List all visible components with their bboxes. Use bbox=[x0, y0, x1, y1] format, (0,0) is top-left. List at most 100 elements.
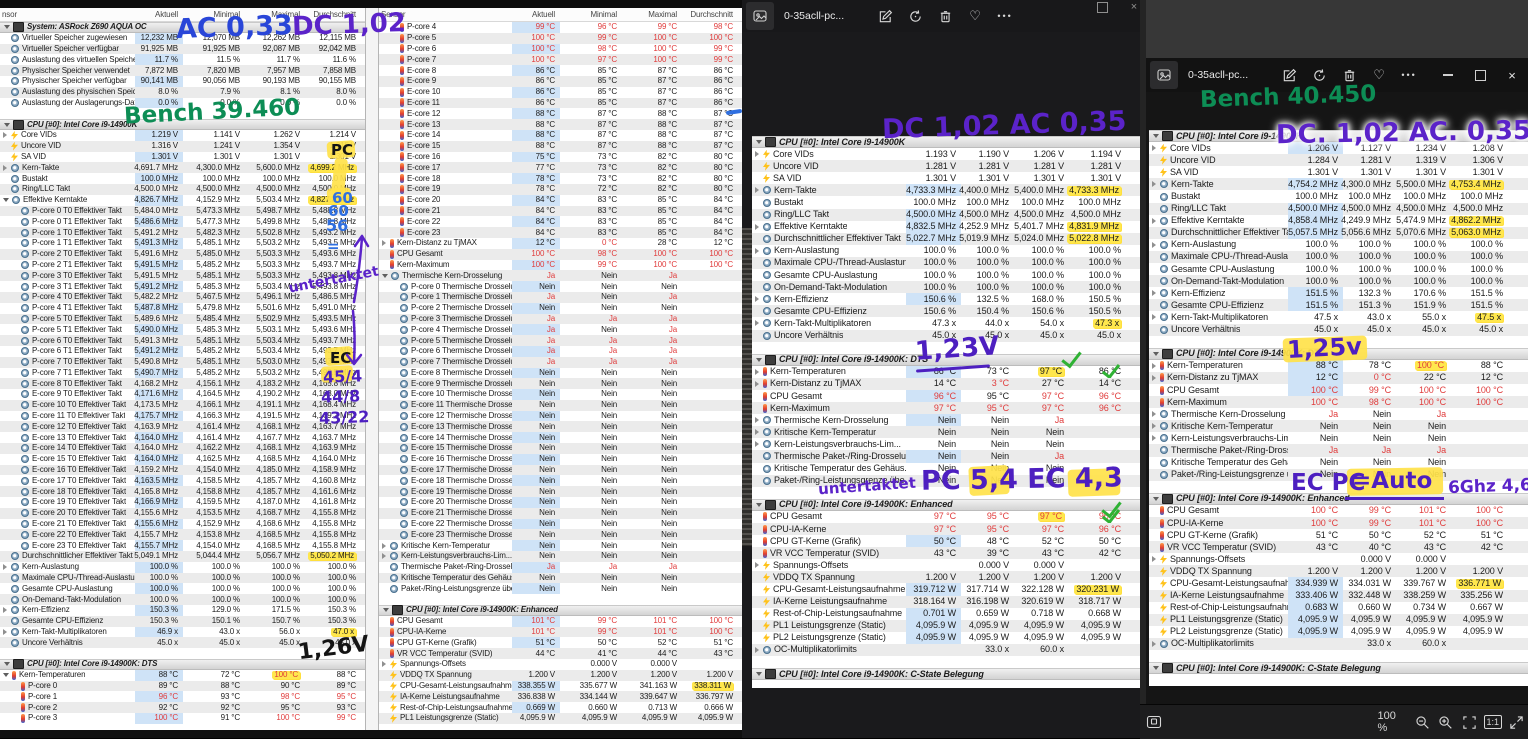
sensor-row[interactable]: CPU-Gesamt-Leistungsaufnahme334.939 W334… bbox=[1149, 577, 1528, 590]
close-icon[interactable]: × bbox=[1508, 67, 1516, 83]
sensor-row[interactable]: Gesamte CPU-Effizienz 150.3 % 150.1 % 150.7… bbox=[0, 615, 365, 627]
screenshot-image-right[interactable]: CPU [#0]: Intel Core i9-14900K Core VIDs 1… bbox=[1149, 130, 1528, 686]
sensor-row[interactable]: E-core 21 T0 Effektiver Takt 4,155.6 MHz 4… bbox=[0, 518, 365, 530]
sensor-row[interactable]: CPU-Gesamt-Leistungsaufnahme 338.355 W 335… bbox=[379, 680, 742, 692]
sensor-row[interactable]: P-core 6 T0 Effektiver Takt 5,491.3 MHz 5,… bbox=[0, 335, 365, 346]
sensor-row[interactable]: Effektive Kerntakte 4,826.7 MHz 4,152.9 MH… bbox=[0, 194, 365, 206]
sensor-row[interactable]: P-core 5 T0 Effektiver Takt 5,489.6 MHz 5,… bbox=[0, 313, 365, 325]
sensor-row[interactable]: Kern-Leistungsverbrauchs-Lim... Nein Nein N… bbox=[752, 438, 1146, 450]
section-header-row[interactable]: System: ASRock Z690 AQUA OC bbox=[0, 22, 365, 33]
sensor-row[interactable]: Kern-Auslastung 100.0 % 100.0 % 100.0 % 100.… bbox=[752, 245, 1146, 257]
sensor-row[interactable]: On-Demand-Takt-Modulation 100.0 % 100.0 % 1… bbox=[1149, 275, 1528, 288]
sensor-row[interactable]: Kern-Temperaturen 88 °C 72 °C 100 °C 88 °C bbox=[0, 669, 365, 681]
sensor-row[interactable]: VDDQ TX Spannung 1.200 V 1.200 V 1.200 V 1.2… bbox=[1149, 565, 1528, 578]
sensor-row[interactable]: E-core 15 Thermische Drossel... Nein Nein N… bbox=[379, 443, 742, 454]
sensor-row[interactable]: E-core 13 Thermische Drossel... Nein Nein N… bbox=[379, 421, 742, 433]
sensor-row[interactable]: E-core 19 T0 Effektiver Takt 4,166.9 MHz 4… bbox=[0, 497, 365, 508]
filmstrip-icon[interactable] bbox=[1142, 710, 1165, 734]
sensor-row[interactable]: P-core 6 Thermische DrosselungJaJaJa bbox=[379, 345, 742, 357]
sensor-row[interactable]: E-core 13 88 °C 87 °C 88 °C 87 °C bbox=[379, 119, 742, 130]
sensor-row[interactable]: Bustakt 100.0 MHz 100.0 MHz 100.0 MHz 100.0 … bbox=[752, 196, 1146, 208]
sensor-row[interactable]: Spannungs-Offsets 0.000 V 0.000 V bbox=[379, 659, 742, 670]
sensor-row[interactable]: PL2 Leistungsgrenze (Static) 4,095.9 W 4,0… bbox=[752, 631, 1146, 644]
sensor-row[interactable]: Ring/LLC Takt 4,500.0 MHz 4,500.0 MHz 4,500… bbox=[752, 208, 1146, 221]
rotate-icon[interactable] bbox=[1304, 64, 1334, 86]
sensor-row[interactable]: Physischer Speicher verwendet 7,872 MB 7,8… bbox=[0, 65, 365, 76]
more-options-icon[interactable]: ••• bbox=[1401, 70, 1417, 80]
sensor-row[interactable]: P-core 6 T1 Effektiver Takt 5,491.2 MHz 5,… bbox=[0, 345, 365, 357]
sensor-row[interactable]: E-core 17 77 °C 73 °C 82 °C 80 °C bbox=[379, 162, 742, 174]
fit-to-window-icon[interactable] bbox=[1458, 710, 1481, 734]
edit-image-icon[interactable] bbox=[870, 5, 900, 27]
sensor-row[interactable]: CPU-IA-Kerne 101 °C 99 °C 101 °C 100 °C bbox=[379, 626, 742, 638]
sensor-pane-right[interactable]: Sensor Aktuell Minimal Maximal Durchschnitt P… bbox=[379, 8, 742, 730]
sensor-row[interactable]: Gesamte CPU-Effizienz 150.6 % 150.4 % 150.6… bbox=[752, 305, 1146, 318]
sensor-row[interactable]: Kritische Kern-Temperatur Nein Nein Nein bbox=[1149, 420, 1528, 433]
sensor-row[interactable]: Kern-Takt-Multiplikatoren 47.3 x 44.0 x 54.… bbox=[752, 317, 1146, 329]
sensor-row[interactable]: Kern-Effizienz 150.6 % 132.5 % 168.0 % 150.5… bbox=[752, 293, 1146, 306]
sensor-row[interactable]: E-core 21 Thermische Drossel... Nein Nein N… bbox=[379, 507, 742, 519]
screenshot-image-mid[interactable]: CPU [#0]: Intel Core i9-14900K Core VIDs 1… bbox=[752, 136, 1146, 688]
sensor-row[interactable]: CPU Gesamt 100 °C 98 °C 100 °C 100 °C bbox=[379, 248, 742, 260]
sensor-row[interactable]: Rest-of-Chip-Leistungsaufnahme 0.669 W 0.6… bbox=[379, 702, 742, 713]
sensor-row[interactable]: Kern-Maximum 97 °C 95 °C 97 °C 96 °C bbox=[752, 402, 1146, 415]
sensor-row[interactable]: Kern-Takt-Multiplikatoren 47.5 x 43.0 x 55.… bbox=[1149, 311, 1528, 323]
sensor-row[interactable]: Kern-Distanz zu TjMAX 12 °C 0 °C 28 °C 12 °C bbox=[379, 237, 742, 249]
sensor-row[interactable]: Thermische Kern-Drosselung Ja Nein Ja bbox=[379, 270, 742, 282]
favorite-heart-icon[interactable]: ♡ bbox=[1373, 67, 1385, 82]
sensor-row[interactable]: PL1 Leistungsgrenze (Static) 4,095.9 W 4,0… bbox=[752, 619, 1146, 632]
sensor-row[interactable]: E-core 11 86 °C 85 °C 87 °C 86 °C bbox=[379, 97, 742, 109]
sensor-row[interactable]: Bustakt 100.0 MHz 100.0 MHz 100.0 MHz 100.0 … bbox=[0, 173, 365, 184]
sensor-row[interactable]: Kritische Kern-Temperatur Nein Nein Nein bbox=[752, 426, 1146, 439]
favorite-heart-icon[interactable]: ♡ bbox=[969, 8, 981, 23]
sensor-row[interactable]: E-core 8 86 °C 85 °C 87 °C 86 °C bbox=[379, 65, 742, 76]
sensor-row[interactable]: Uncore VID 1.284 V 1.281 V 1.319 V 1.306 V bbox=[1149, 154, 1528, 167]
sensor-row[interactable]: Thermische Paket-/Ring-DrosselungJaJaJa bbox=[1149, 444, 1528, 457]
sensor-row[interactable]: Kern-Distanz zu TjMAX 12 °C 0 °C 22 °C 12 °C bbox=[1149, 371, 1528, 384]
sensor-row[interactable]: P-core 7 T1 Effektiver Takt 5,490.7 MHz 5,… bbox=[0, 367, 365, 379]
sensor-row[interactable]: Rest-of-Chip-Leistungsaufnahme 0.683 W 0.6… bbox=[1149, 601, 1528, 614]
sensor-row[interactable]: Thermische Paket-/Ring-Drosselung Nein Nei… bbox=[752, 450, 1146, 463]
sensor-row[interactable]: CPU Gesamt 101 °C 99 °C 101 °C 100 °C bbox=[379, 615, 742, 627]
sensor-row[interactable]: Ring/LLC Takt 4,500.0 MHz 4,500.0 MHz 4,500… bbox=[0, 183, 365, 195]
sensor-row[interactable]: Kritische Kern-Temperatur Nein Nein Nein bbox=[379, 540, 742, 552]
sensor-row[interactable]: Gesamte CPU-Auslastung 100.0 % 100.0 % 100.… bbox=[752, 269, 1146, 281]
sensor-row[interactable]: P-core 2 Thermische DrosselungNeinNeinNe… bbox=[379, 302, 742, 314]
sensor-row[interactable]: E-core 17 T0 Effektiver Takt 4,163.5 MHz 4… bbox=[0, 475, 365, 487]
sensor-row[interactable]: CPU-IA-Kerne 97 °C 95 °C 97 °C 96 °C bbox=[752, 523, 1146, 536]
sensor-row[interactable]: E-core 12 88 °C 87 °C 88 °C 87 °C bbox=[379, 108, 742, 120]
sensor-row[interactable]: Durchschnittlicher Effektiver Takt 5,049.… bbox=[0, 551, 365, 562]
sensor-row[interactable]: E-core 23 84 °C 83 °C 85 °C 84 °C bbox=[379, 227, 742, 238]
sensor-row[interactable]: Kern-Temperaturen 88 °C 78 °C 100 °C 88 °C bbox=[1149, 359, 1528, 372]
sensor-row[interactable]: VDDQ TX Spannung 1.200 V 1.200 V 1.200 V 1.2… bbox=[379, 669, 742, 681]
zoom-out-icon[interactable] bbox=[1411, 710, 1434, 734]
sensor-row[interactable]: Kritische Temperatur des Gehäus...NeinNe… bbox=[1149, 457, 1528, 469]
sensor-row[interactable]: VR VCC Temperatur (SVID) 43 °C 40 °C 43 °C 4… bbox=[1149, 541, 1528, 554]
sensor-row[interactable]: E-core 22 84 °C 83 °C 85 °C 84 °C bbox=[379, 216, 742, 228]
sensor-row[interactable]: E-core 18 Thermische Drossel... Nein Nein N… bbox=[379, 475, 742, 487]
sensor-row[interactable]: E-core 14 T0 Effektiver Takt 4,164.0 MHz 4… bbox=[0, 443, 365, 454]
sensor-row[interactable]: P-core 3 Thermische DrosselungJaJaJa bbox=[379, 313, 742, 325]
sensor-row[interactable]: P-core 4 T1 Effektiver Takt 5,487.8 MHz 5,… bbox=[0, 302, 365, 314]
sensor-row[interactable]: Thermische Kern-Drosselung Nein Nein Ja bbox=[752, 414, 1146, 427]
sensor-row[interactable]: P-core 0 T1 Effektiver Takt 5,486.6 MHz 5,… bbox=[0, 216, 365, 228]
minimize-icon[interactable] bbox=[1432, 63, 1464, 87]
section-header-row[interactable]: CPU [#0]: Intel Core i9-14900K: DTS bbox=[752, 353, 1146, 366]
sensor-row[interactable]: On-Demand-Takt-Modulation 100.0 % 100.0 % 1… bbox=[752, 281, 1146, 294]
sensor-row[interactable]: Ring/LLC Takt 4,500.0 MHz 4,500.0 MHz 4,500… bbox=[1149, 202, 1528, 215]
sensor-pane-left[interactable]: nsor Aktuell Minimal Maximal Durchschnitt Sys… bbox=[0, 8, 365, 730]
sensor-row[interactable]: Effektive Kerntakte 4,832.5 MHz 4,252.9 MH… bbox=[752, 220, 1146, 233]
sensor-row[interactable]: Gesamte CPU-Effizienz 151.5 % 151.3 % 151.9… bbox=[1149, 299, 1528, 312]
sensor-row[interactable]: P-core 5 T1 Effektiver Takt 5,490.0 MHz 5,… bbox=[0, 324, 365, 336]
sensor-row[interactable]: E-core 8 T0 Effektiver Takt 4,168.2 MHz 4,… bbox=[0, 378, 365, 390]
sensor-row[interactable]: OC-Multiplikatorlimits 33.0 x 60.0 x bbox=[752, 643, 1146, 657]
sensor-row[interactable]: E-core 14 Thermische Drossel... Nein Nein N… bbox=[379, 432, 742, 444]
sensor-row[interactable]: Bustakt 100.0 MHz 100.0 MHz 100.0 MHz 100.0 … bbox=[1149, 190, 1528, 202]
